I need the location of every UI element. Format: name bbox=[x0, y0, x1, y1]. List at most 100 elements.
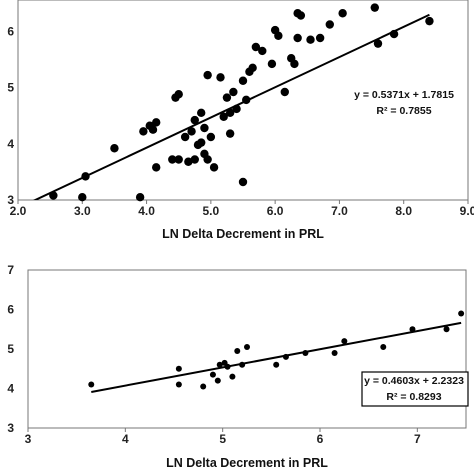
data-point bbox=[49, 191, 58, 200]
data-point bbox=[306, 35, 315, 44]
data-point bbox=[203, 70, 212, 80]
x-tick-label: 8.0 bbox=[395, 204, 412, 218]
data-point bbox=[174, 155, 183, 164]
data-point bbox=[175, 365, 182, 372]
data-point bbox=[341, 338, 348, 345]
trendline bbox=[32, 13, 430, 200]
data-point bbox=[373, 39, 383, 48]
x-tick-label: 7 bbox=[414, 432, 421, 446]
data-point bbox=[325, 20, 334, 29]
trendline bbox=[91, 321, 462, 393]
data-point bbox=[209, 371, 216, 378]
data-point bbox=[219, 112, 228, 121]
data-point bbox=[238, 76, 248, 85]
x-tick-label: 7.0 bbox=[331, 204, 348, 218]
data-point bbox=[152, 118, 161, 127]
data-point bbox=[152, 163, 161, 172]
x-tick-label: 9.0 bbox=[460, 204, 474, 218]
data-point bbox=[258, 46, 267, 56]
data-point bbox=[225, 129, 235, 138]
data-point bbox=[200, 123, 209, 133]
data-point bbox=[229, 87, 238, 97]
data-point bbox=[315, 33, 325, 43]
x-tick-label: 5.0 bbox=[203, 204, 220, 218]
y-tick-label: 4 bbox=[7, 382, 14, 396]
data-point bbox=[238, 177, 248, 187]
data-point bbox=[214, 377, 221, 384]
data-point bbox=[184, 157, 193, 166]
data-point bbox=[187, 127, 196, 136]
data-point bbox=[81, 172, 90, 181]
x-tick-label: 4.0 bbox=[138, 204, 155, 218]
r-squared-label: R² = 0.8293 bbox=[386, 391, 441, 403]
data-point bbox=[200, 383, 207, 390]
data-point bbox=[175, 381, 182, 388]
data-point bbox=[78, 192, 87, 202]
data-point bbox=[190, 115, 199, 125]
data-point bbox=[280, 87, 289, 97]
data-point bbox=[273, 361, 280, 368]
data-point bbox=[425, 16, 434, 26]
data-point bbox=[389, 29, 399, 39]
data-point bbox=[267, 59, 277, 69]
data-point bbox=[302, 349, 309, 356]
y-tick-label: 6 bbox=[7, 303, 14, 317]
x-tick-label: 5 bbox=[219, 432, 226, 446]
data-point bbox=[282, 353, 289, 360]
data-point bbox=[135, 192, 145, 202]
data-point bbox=[197, 108, 206, 118]
data-point bbox=[88, 381, 95, 388]
x-tick-label: 4 bbox=[122, 432, 129, 446]
data-point bbox=[251, 42, 261, 52]
data-point bbox=[180, 132, 190, 142]
data-point bbox=[216, 361, 223, 368]
y-tick-label: 7 bbox=[7, 263, 14, 277]
data-point bbox=[244, 344, 250, 351]
data-point bbox=[206, 132, 216, 142]
data-point bbox=[409, 326, 416, 333]
y-tick-label: 6 bbox=[7, 24, 14, 38]
data-point bbox=[296, 11, 306, 20]
x-tick-label: 3.0 bbox=[74, 204, 91, 218]
data-point bbox=[248, 63, 257, 73]
upper-scatter-chart: 2.0 3.0 4.0 5.0 6.0 7.0 8.0 9.0 3 4 5 6 LN Delta Dec… bbox=[7, 0, 474, 241]
y-tick-label: 3 bbox=[7, 193, 14, 207]
y-tick-label: 4 bbox=[7, 137, 14, 151]
data-point bbox=[203, 155, 212, 164]
data-point bbox=[209, 163, 219, 172]
data-point bbox=[274, 31, 283, 40]
data-point bbox=[293, 33, 302, 43]
x-axis-label: LN Delta Decrement in PRL bbox=[166, 456, 328, 470]
data-point bbox=[232, 104, 241, 114]
x-tick-label: 6.0 bbox=[267, 204, 284, 218]
data-point bbox=[458, 310, 465, 317]
data-point bbox=[197, 138, 206, 147]
data-point bbox=[224, 363, 231, 370]
data-point bbox=[331, 349, 338, 356]
data-point bbox=[239, 361, 246, 368]
r-squared-label: R² = 0.7855 bbox=[376, 105, 431, 117]
data-point bbox=[148, 125, 158, 134]
data-point bbox=[225, 108, 235, 118]
data-point bbox=[338, 9, 347, 18]
data-point bbox=[370, 3, 379, 12]
y-tick-label: 3 bbox=[7, 421, 14, 435]
data-point bbox=[174, 90, 183, 99]
x-axis-label: LN Delta Decrement in PRL bbox=[162, 227, 324, 241]
data-point bbox=[443, 326, 450, 333]
y-tick-label: 5 bbox=[7, 342, 14, 356]
data-point bbox=[229, 373, 236, 380]
data-point bbox=[168, 155, 177, 164]
trendline-equation: y = 0.5371x + 1.7815 bbox=[354, 89, 454, 101]
equation-box bbox=[361, 371, 469, 407]
x-tick-label: 3 bbox=[25, 432, 32, 446]
data-point bbox=[139, 127, 148, 136]
data-point bbox=[234, 347, 241, 354]
plot-frame bbox=[17, 0, 469, 201]
x-tick-label: 2.0 bbox=[10, 204, 27, 218]
data-point bbox=[290, 59, 299, 69]
trendline-equation: y = 0.4603x + 2.2323 bbox=[364, 375, 464, 387]
data-point bbox=[216, 73, 225, 82]
x-tick-label: 6 bbox=[317, 432, 324, 446]
